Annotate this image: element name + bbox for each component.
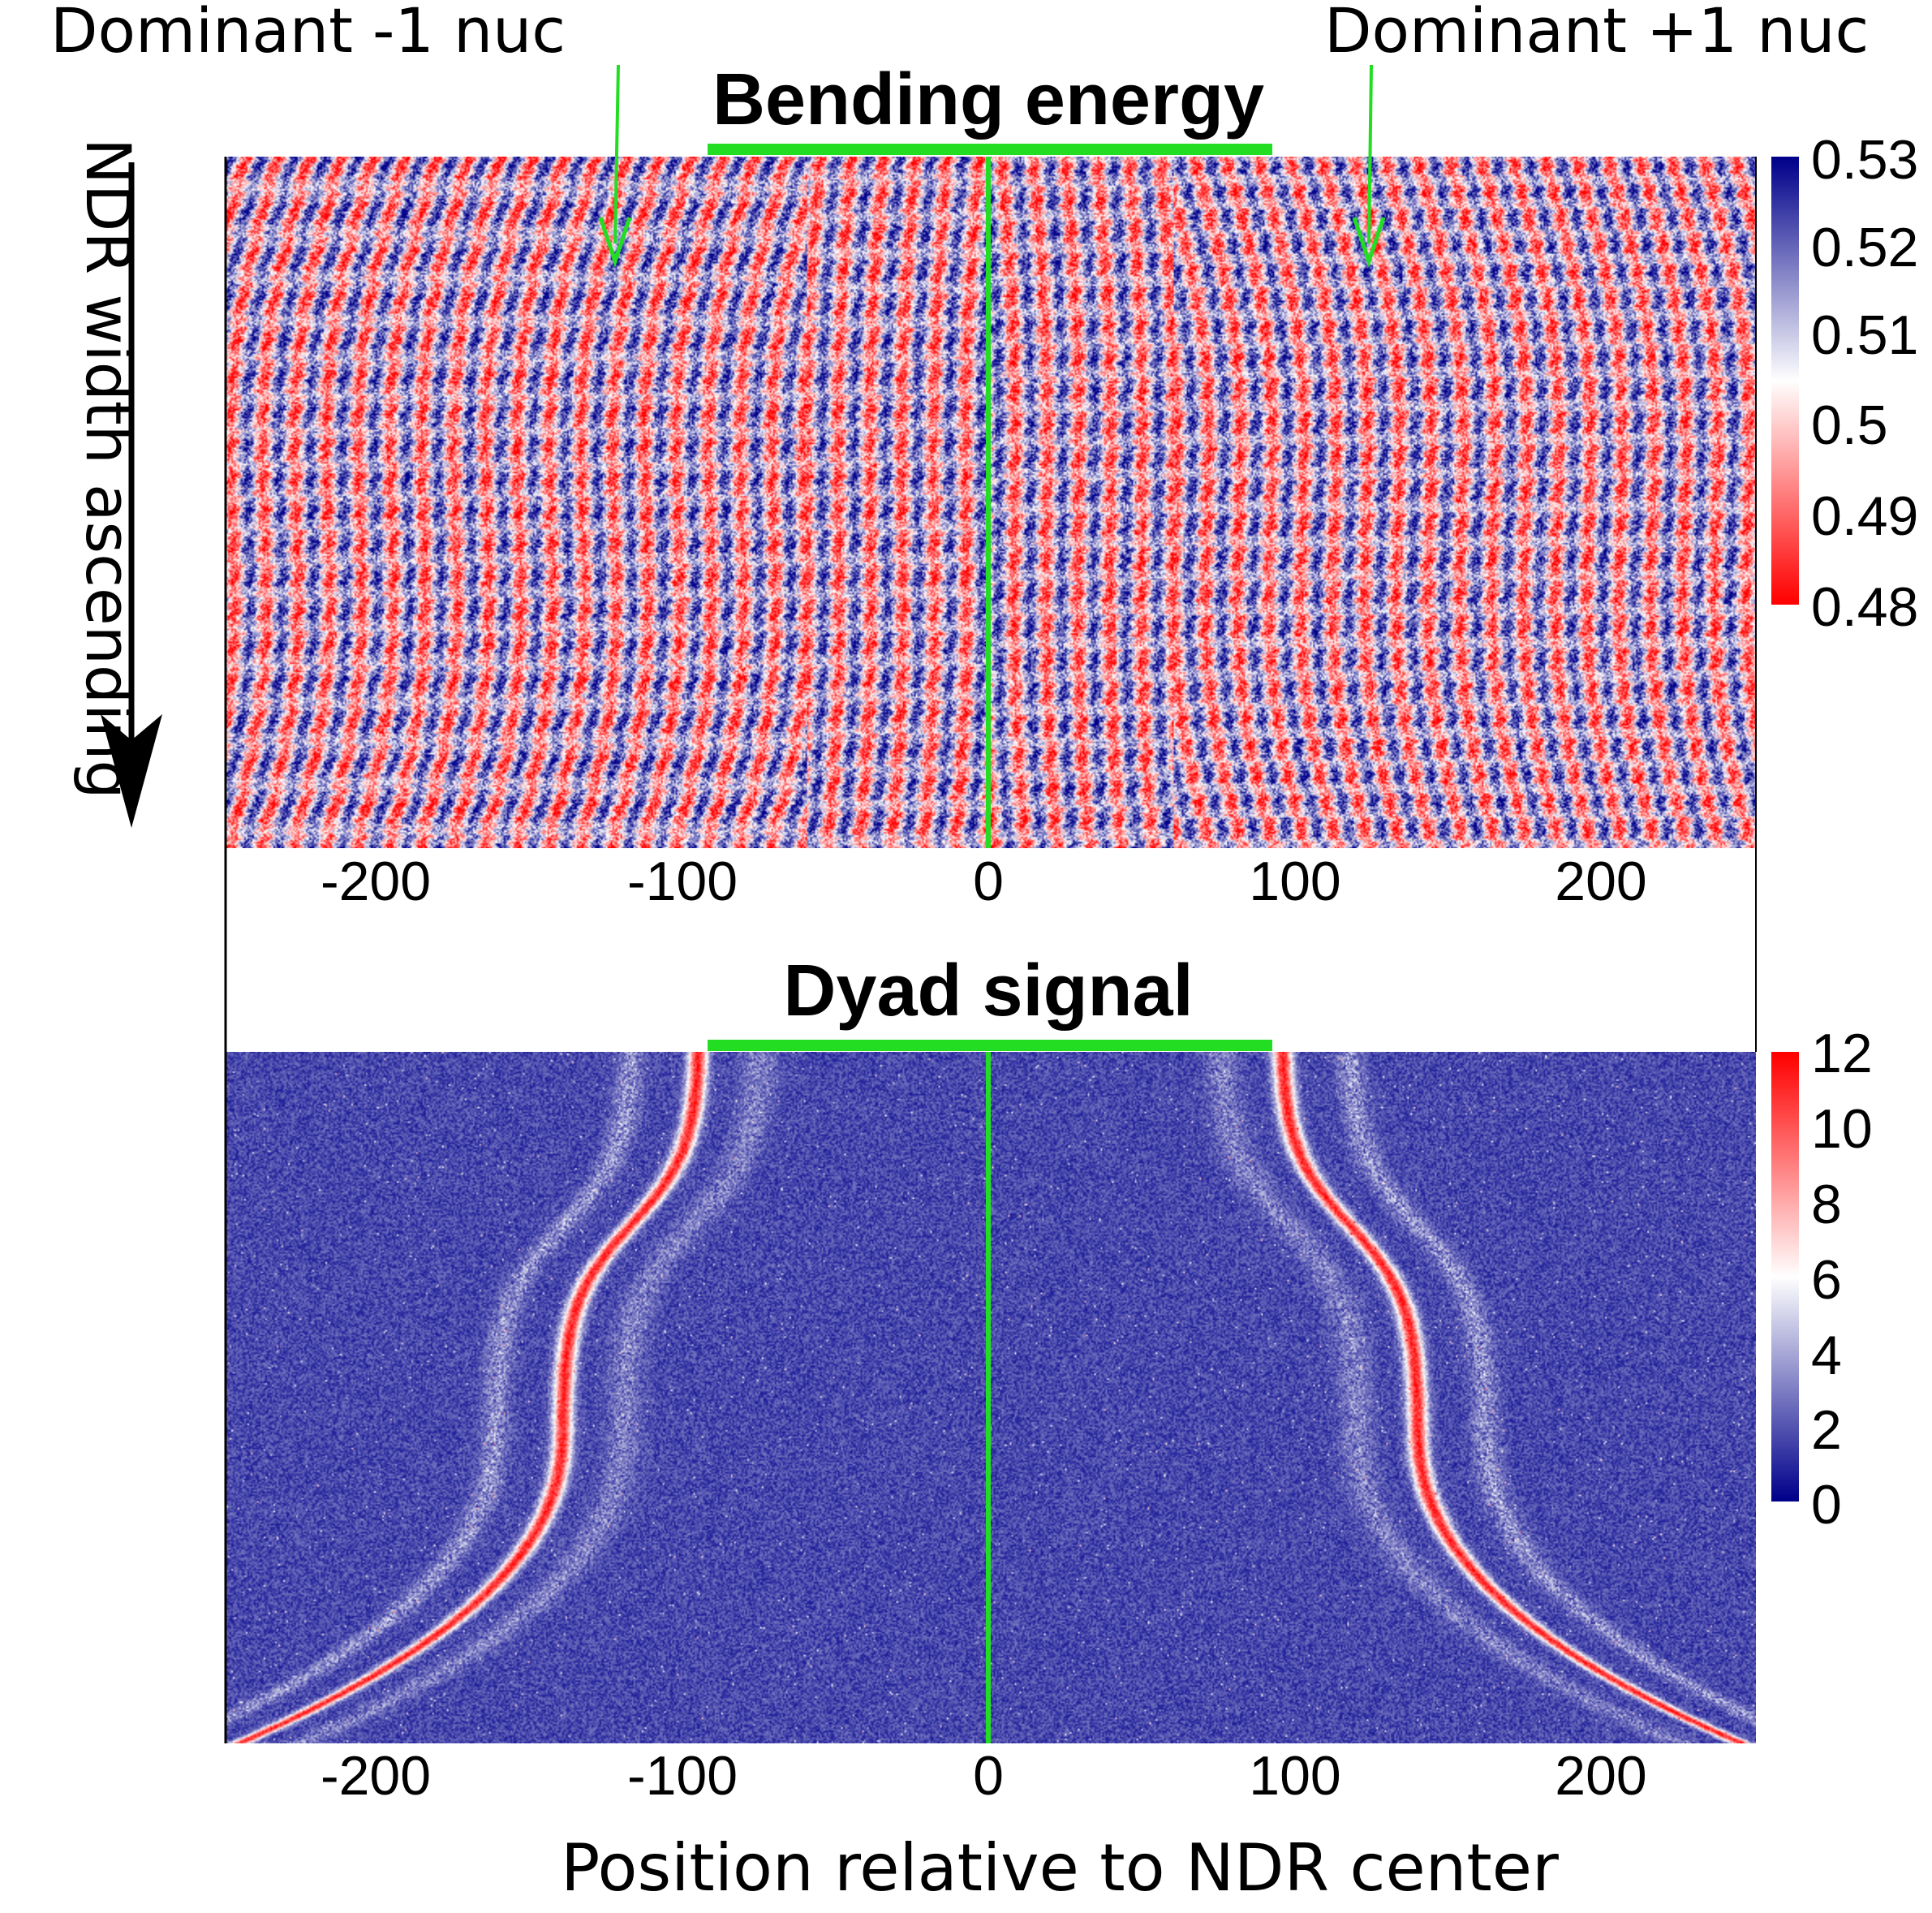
ndr-width-arrow (101, 162, 162, 828)
x-tick-label: 200 (1555, 1745, 1647, 1807)
colorbar-tick-label: 0.5 (1811, 394, 1888, 456)
x-tick-label: 200 (1555, 851, 1647, 912)
colorbar-tick-label: 12 (1811, 1023, 1873, 1084)
x-tick-label: 0 (973, 1745, 1004, 1807)
colorbar-tick-label: 0.51 (1811, 304, 1919, 366)
x-axis-label: Position relative to NDR center (561, 1830, 1559, 1906)
x-tick-label: -200 (320, 851, 432, 912)
y-axis-label: NDR width ascending (72, 138, 144, 799)
arrow-plus1-nuc (1352, 64, 1386, 268)
x-tick-label: -100 (626, 851, 738, 912)
colorbar-tick-label: 6 (1811, 1249, 1842, 1311)
colorbar-tick-label: 2 (1811, 1399, 1842, 1461)
arrow-minus1-nuc (598, 64, 632, 268)
colorbar-tick-label: 0.49 (1811, 485, 1919, 547)
x-tick-label: 100 (1249, 851, 1341, 912)
colorbar-tick-label: 8 (1811, 1174, 1842, 1235)
colorbar-tick-label: 0 (1811, 1474, 1842, 1536)
bending-energy-colorbar (1771, 157, 1799, 605)
x-tick-label: 0 (973, 851, 1004, 912)
dyad-signal-colorbar (1771, 1052, 1799, 1502)
x-tick-label: -100 (626, 1745, 738, 1807)
colorbar-tick-label: 0.48 (1811, 576, 1919, 638)
title-dyad-signal: Dyad signal (783, 950, 1194, 1032)
x-tick-label: -200 (320, 1745, 432, 1807)
title-bending-energy: Bending energy (712, 59, 1265, 140)
colorbar-tick-label: 0.52 (1811, 217, 1919, 278)
x-tick-label: 100 (1249, 1745, 1341, 1807)
colorbar-tick-label: 0.53 (1811, 129, 1919, 191)
colorbar-tick-label: 10 (1811, 1098, 1873, 1160)
annotation-minus1-nuc: Dominant -1 nuc (50, 0, 566, 67)
colorbar-tick-label: 4 (1811, 1325, 1842, 1386)
annotation-plus1-nuc: Dominant +1 nuc (1324, 0, 1870, 67)
